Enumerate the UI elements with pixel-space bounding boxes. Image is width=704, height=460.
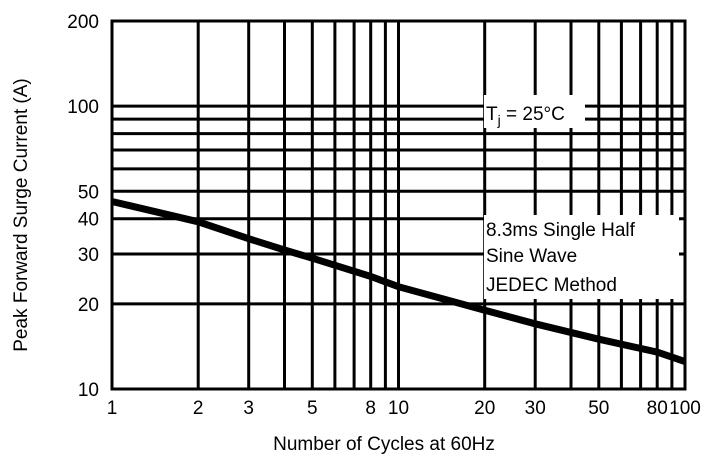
conditions-line-1: 8.3ms Single Half [486, 220, 636, 241]
series-layer [111, 198, 687, 365]
y-tick-label: 50 [78, 182, 99, 203]
x-tick-label: 50 [588, 398, 609, 419]
y-tick-label: 100 [67, 97, 99, 118]
grid-lines [110, 19, 687, 391]
y-tick-label: 200 [67, 12, 99, 33]
y-tick-label: 40 [78, 210, 99, 231]
x-tick-label: 100 [669, 398, 701, 419]
x-tick-label: 5 [307, 398, 318, 419]
y-tick-label: 20 [78, 295, 99, 316]
x-tick-label: 30 [525, 398, 546, 419]
y-tick-labels: 10 20 30 40 50 100 200 [67, 12, 99, 401]
x-tick-label: 1 [107, 398, 118, 419]
conditions-annotation-bg [484, 215, 679, 299]
tj-annotation: Tj = 25°C [486, 104, 565, 128]
x-tick-label: 80 [647, 398, 668, 419]
plot-frame [110, 19, 687, 391]
x-tick-label: 20 [474, 398, 495, 419]
x-tick-label: 10 [388, 398, 409, 419]
conditions-line-2: Sine Wave [486, 246, 577, 267]
x-tick-label: 2 [193, 398, 204, 419]
x-axis-title: Number of Cycles at 60Hz [273, 434, 495, 455]
tj-annotation-bg [484, 95, 585, 128]
y-tick-label: 10 [78, 380, 99, 401]
series-line-0 [111, 198, 687, 365]
y-axis-title: Peak Forward Surge Current (A) [11, 78, 32, 352]
x-tick-labels: 1 2 3 5 8 10 20 30 50 80 100 [107, 398, 701, 419]
y-tick-label: 30 [78, 245, 99, 266]
x-tick-label: 3 [243, 398, 254, 419]
x-tick-label: 8 [365, 398, 376, 419]
conditions-line-3: JEDEC Method [486, 275, 617, 296]
